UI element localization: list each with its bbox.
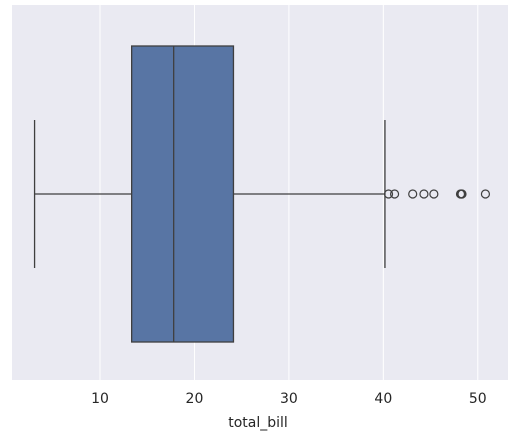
x-tick-label: 10	[91, 391, 109, 407]
plot-area	[12, 5, 508, 380]
outlier	[419, 189, 429, 199]
x-tick-label: 30	[280, 391, 298, 407]
outlier	[457, 189, 467, 199]
x-axis-label: total_bill	[228, 415, 288, 431]
outlier	[408, 189, 418, 199]
outlier	[480, 189, 491, 199]
outlier	[429, 189, 439, 199]
x-tick-label: 40	[374, 391, 392, 407]
outlier	[389, 189, 400, 199]
box	[131, 45, 235, 343]
x-tick-label: 20	[186, 391, 204, 407]
x-tick-label: 50	[469, 391, 487, 407]
outlier	[383, 189, 394, 199]
